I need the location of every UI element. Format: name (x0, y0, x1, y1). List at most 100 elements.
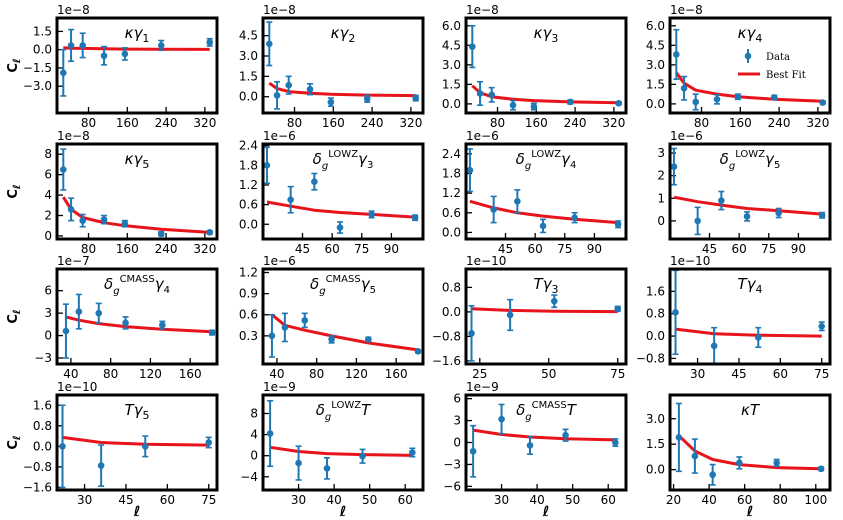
data-point (141, 443, 149, 450)
axis-multiplier: 1e−8 (57, 3, 90, 17)
panel-frame (464, 267, 628, 366)
y-tick-label: −1.5 (23, 61, 52, 75)
data-point (287, 196, 294, 203)
x-tick-label: 75 (761, 242, 776, 256)
y-tick-label: 4.5 (239, 29, 258, 43)
panel-p13: 30 45 60 75 1.6 0.8 0.0 −0.8 −1.6 1e−10 Tγ5 Cℓ ℓ (6, 380, 219, 520)
panel-frame (668, 267, 832, 366)
data-point (97, 462, 105, 469)
data-point (675, 434, 683, 441)
y-tick-label: 0.0 (33, 439, 52, 453)
best-fit-line (266, 200, 416, 219)
y-axis-label: Cℓ (6, 309, 23, 324)
data-point (266, 40, 273, 48)
best-fit-line (65, 315, 213, 334)
data-point (268, 332, 276, 340)
data-point (60, 166, 67, 173)
best-fit-line (677, 434, 822, 471)
y-axis-label: Cℓ (6, 435, 23, 450)
y-tick-label: −3.0 (23, 79, 52, 93)
y-tick-label: 1.5 (33, 24, 52, 38)
axis-multiplier: 1e−6 (263, 129, 296, 143)
panel-title: δgCMASSγ5 (310, 274, 376, 297)
panel-title: κγ2 (331, 24, 356, 45)
data-point (281, 324, 289, 331)
data-point (736, 459, 743, 467)
data-point (469, 43, 476, 50)
data-point (79, 217, 86, 224)
y-axis-label: Cℓ (6, 184, 23, 199)
data-point (614, 220, 622, 228)
y-tick-label: −6 (443, 479, 461, 493)
y-tick-label: 1.2 (239, 266, 258, 280)
y-tick-label: 0.8 (33, 419, 52, 433)
y-tick-label: 0.0 (442, 97, 461, 111)
x-tick-label: 20 (666, 493, 681, 507)
data-point (691, 452, 699, 460)
x-tick-label: 80 (287, 116, 302, 130)
x-tick-label: 100 (804, 493, 827, 507)
data-point (692, 98, 699, 106)
x-axis-label: ℓ (746, 504, 754, 520)
panel-frame (261, 393, 425, 492)
data-point (550, 297, 558, 305)
y-tick-label: 0 (453, 436, 461, 450)
best-fit-line (269, 445, 413, 457)
x-tick-label: 80 (490, 116, 505, 130)
x-tick-label: 75 (610, 367, 625, 381)
x-tick-label: 30 (494, 493, 509, 507)
x-tick-label: 60 (773, 367, 788, 381)
y-tick-label: 3.0 (442, 58, 461, 72)
x-tick-label: 30 (77, 493, 92, 507)
x-tick-label: 60 (160, 493, 175, 507)
legend-fit-label: Best Fit (766, 70, 806, 81)
data-point (468, 330, 475, 337)
x-tick-label: 320 (399, 116, 422, 130)
data-point (506, 311, 514, 319)
x-tick-label: 45 (295, 242, 310, 256)
panel-frame (55, 16, 219, 115)
x-tick-label: 120 (139, 367, 162, 381)
y-tick-label: 1.2 (442, 186, 461, 200)
x-tick-label: 60 (324, 242, 339, 256)
panel-p12: 30 45 60 75 1.6 0.8 0.0 −0.8 1e−10 Tγ4 (636, 254, 832, 381)
data-point (514, 198, 521, 205)
y-tick-label: 8 (44, 147, 52, 161)
panel-p7: 45 60 75 90 2.4 1.8 1.2 0.6 0.0 1e−6 δgLOWZγ4 (442, 129, 628, 256)
panel-p16: 20 40 60 80 100 3.0 1.5 0.0 κT ℓ (646, 393, 832, 520)
panel-p9: 40 80 120 160 6 3 0 −3 1e−7 δgCMASSγ4 Cℓ (6, 254, 219, 381)
data-point (295, 459, 302, 467)
panel-title: δgLOWZT (316, 400, 372, 423)
y-tick-label: 0.9 (239, 287, 258, 301)
panel-title: Tγ3 (533, 275, 558, 296)
x-tick-label: 60 (527, 242, 542, 256)
y-tick-label: 0.0 (646, 329, 665, 343)
y-tick-label: 4 (250, 428, 258, 442)
data-point (498, 415, 505, 423)
data-point (775, 209, 782, 217)
y-tick-label: 3.0 (239, 49, 258, 63)
x-tick-label: 80 (81, 116, 96, 130)
axis-multiplier: 1e−8 (57, 129, 90, 143)
panel-frame (668, 393, 832, 492)
data-point (680, 84, 688, 92)
x-tick-label: 30 (291, 493, 306, 507)
y-tick-label: 1.5 (442, 77, 461, 91)
y-tick-label: 6 (44, 168, 52, 182)
data-point (206, 229, 214, 236)
data-point (670, 163, 678, 170)
x-tick-label: 160 (385, 367, 408, 381)
data-point (206, 39, 214, 46)
y-tick-label: 0.6 (239, 308, 258, 322)
legend: Data Best Fit (738, 49, 806, 81)
x-tick-label: 60 (398, 493, 413, 507)
panel-frame (464, 393, 628, 492)
y-tick-label: 8 (250, 406, 258, 420)
axis-multiplier: 1e−8 (263, 3, 296, 17)
data-point (157, 42, 165, 49)
data-point (770, 94, 778, 101)
x-tick-label: 40 (326, 493, 341, 507)
x-tick-label: 240 (155, 242, 178, 256)
y-tick-label: 0.0 (442, 305, 461, 319)
